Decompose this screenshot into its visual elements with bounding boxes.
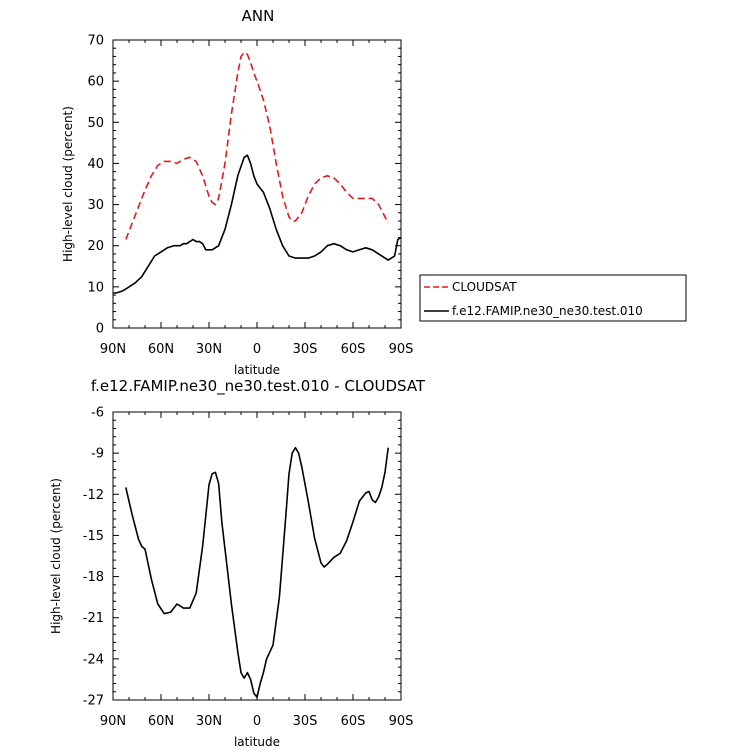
top-chart-x-axis-label: latitude	[234, 363, 280, 377]
bottom-chart-ytick-label: -15	[83, 529, 104, 544]
top-chart-xtick-label: 30S	[293, 342, 318, 357]
top-chart-ytick-label: 10	[87, 280, 104, 295]
top-chart-xtick-label: 60N	[148, 342, 174, 357]
legend-label-cloudsat: CLOUDSAT	[452, 280, 517, 294]
top-chart-y-axis-label: High-level cloud (percent)	[61, 106, 75, 262]
bottom-chart-series-line-0	[125, 446, 389, 699]
bottom-chart-y-axis-label: High-level cloud (percent)	[49, 478, 63, 634]
top-chart-ytick-label: 20	[87, 239, 104, 254]
top-chart-series-line-1	[113, 154, 402, 294]
top-chart-ytick-label: 50	[87, 116, 104, 131]
bottom-chart-title: f.e12.FAMIP.ne30_ne30.test.010 - CLOUDSA…	[91, 377, 426, 396]
bottom-chart-xtick-label: 30S	[293, 714, 318, 729]
bottom-chart-plot-frame	[112, 411, 402, 701]
bottom-chart-ytick-label: -18	[83, 570, 104, 585]
bottom-chart-xtick-label: 90S	[389, 714, 414, 729]
bottom-chart-xtick-label: 90N	[100, 714, 126, 729]
top-chart-xtick-label: 0	[253, 342, 261, 357]
bottom-chart-xtick-label: 0	[253, 714, 261, 729]
bottom-chart-ytick-label: -9	[91, 447, 104, 462]
top-chart-xtick-label: 90N	[100, 342, 126, 357]
top-chart-xtick-label: 30N	[196, 342, 222, 357]
bottom-chart-xtick-label: 30N	[196, 714, 222, 729]
bottom-chart-ytick-label: -6	[91, 406, 104, 421]
bottom-chart-xtick-label: 60S	[341, 714, 366, 729]
bottom-chart-ytick-label: -21	[83, 611, 104, 626]
bottom-chart-xtick-label: 60N	[148, 714, 174, 729]
top-chart-ytick-label: 70	[87, 34, 104, 49]
bottom-chart-ytick-label: -24	[83, 652, 104, 667]
bottom-chart-x-axis-label: latitude	[234, 735, 280, 749]
top-chart-series-line-0	[125, 51, 389, 240]
top-chart-xtick-label: 60S	[341, 342, 366, 357]
top-chart-ytick-label: 0	[96, 322, 104, 337]
bottom-chart: f.e12.FAMIP.ne30_ne30.test.010 - CLOUDSA…	[49, 377, 426, 749]
bottom-chart-ytick-label: -27	[83, 694, 104, 709]
bottom-chart-ytick-label: -12	[83, 488, 104, 503]
legend-label-model: f.e12.FAMIP.ne30_ne30.test.010	[452, 304, 643, 318]
top-chart-legend: CLOUDSAT f.e12.FAMIP.ne30_ne30.test.010	[419, 274, 687, 322]
top-chart-ytick-label: 40	[87, 157, 104, 172]
legend-box	[419, 274, 687, 322]
top-chart-title: ANN	[242, 7, 275, 25]
top-chart-ytick-label: 60	[87, 75, 104, 90]
top-chart-ytick-label: 30	[87, 198, 104, 213]
top-chart-xtick-label: 90S	[389, 342, 414, 357]
